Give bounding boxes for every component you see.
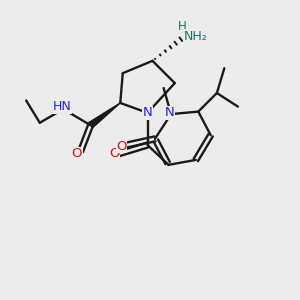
Text: O: O (72, 147, 82, 160)
Text: N: N (165, 106, 175, 119)
Text: NH₂: NH₂ (184, 30, 208, 43)
Text: O: O (109, 147, 119, 160)
Text: HN: HN (53, 100, 71, 113)
Text: O: O (116, 140, 127, 153)
Polygon shape (88, 103, 120, 128)
Text: H: H (178, 20, 187, 33)
Text: N: N (142, 106, 152, 119)
